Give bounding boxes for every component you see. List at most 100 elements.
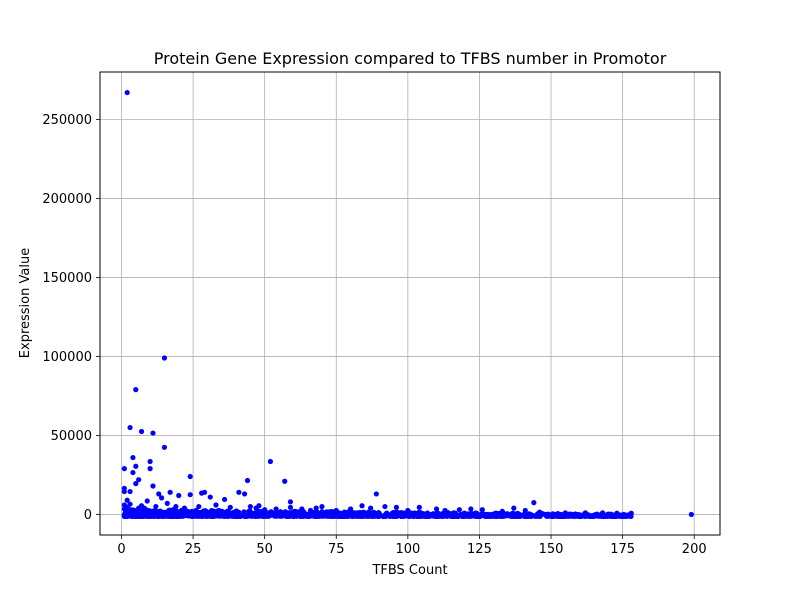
x-tick-label: 125 (467, 542, 492, 557)
chart-title: Protein Gene Expression compared to TFBS… (154, 49, 667, 68)
data-point (187, 492, 193, 498)
x-tick-label: 150 (539, 542, 564, 557)
data-point (150, 483, 156, 489)
data-point (130, 454, 136, 461)
data-point (361, 509, 367, 515)
data-point (307, 507, 314, 514)
data-point (416, 504, 422, 510)
data-point (229, 513, 235, 519)
data-point (614, 510, 620, 516)
data-point (213, 502, 219, 508)
data-point (492, 512, 498, 518)
data-point (405, 507, 411, 514)
data-point (133, 463, 139, 469)
data-point (121, 466, 127, 472)
data-point (273, 506, 279, 512)
data-point (432, 513, 438, 519)
data-point (319, 503, 325, 510)
data-point (138, 428, 145, 435)
data-point (424, 510, 431, 516)
data-point (147, 466, 153, 472)
data-point (393, 504, 399, 510)
data-point (287, 504, 294, 510)
data-point (196, 503, 202, 510)
data-point (472, 513, 479, 519)
data-point (282, 509, 288, 515)
data-point (368, 505, 374, 511)
data-point (204, 513, 210, 519)
data-point (582, 510, 589, 516)
data-point (164, 500, 170, 506)
data-point (382, 503, 388, 510)
x-tick-label: 0 (117, 542, 125, 557)
grid (100, 72, 720, 535)
data-point (161, 355, 168, 361)
data-point (439, 511, 445, 517)
data-point (562, 510, 568, 516)
data-point (124, 497, 130, 503)
data-point (176, 492, 182, 499)
data-point (574, 513, 580, 519)
data-point (521, 513, 527, 519)
data-point (282, 478, 288, 484)
data-point (130, 508, 136, 514)
data-point (251, 510, 257, 517)
x-tick-label: 175 (610, 542, 635, 557)
data-point (153, 503, 159, 510)
x-tick-label: 100 (395, 542, 420, 557)
data-point (267, 458, 273, 465)
data-point (224, 508, 231, 514)
data-point (127, 424, 133, 431)
x-axis-label: TFBS Count (371, 563, 447, 578)
data-point (484, 513, 491, 519)
data-point (237, 513, 243, 519)
data-point (136, 477, 142, 483)
data-point (130, 469, 136, 476)
data-point (618, 513, 624, 519)
x-tick-label: 50 (256, 542, 273, 557)
y-tick-label: 100000 (42, 350, 92, 365)
data-point (181, 505, 188, 511)
data-point (529, 512, 535, 518)
data-point (347, 506, 354, 512)
data-point (127, 488, 133, 495)
data-point (361, 513, 367, 519)
data-point (401, 513, 407, 519)
data-point (136, 505, 142, 511)
data-point (466, 513, 473, 519)
data-point (417, 510, 424, 516)
data-point (156, 491, 162, 497)
data-point (216, 513, 222, 519)
y-tick-label: 200000 (42, 192, 92, 207)
data-point (158, 495, 165, 501)
data-point (382, 513, 388, 519)
data-point (147, 458, 153, 465)
data-point (167, 510, 173, 516)
y-tick-label: 0 (84, 508, 92, 523)
plot-area-frame (99, 71, 721, 536)
data-point (157, 508, 163, 514)
y-tick-label: 150000 (42, 271, 92, 286)
data-point (253, 505, 259, 511)
data-point (351, 512, 357, 518)
data-point (187, 510, 193, 517)
data-point (127, 513, 133, 519)
data-point (556, 511, 563, 517)
data-point (259, 513, 265, 519)
data-point (511, 505, 517, 511)
data-point (325, 513, 331, 519)
data-point (150, 430, 156, 436)
data-point (688, 511, 694, 518)
data-point (456, 507, 462, 513)
data-point (170, 507, 176, 513)
data-point (599, 510, 606, 516)
data-point (433, 506, 440, 512)
data-point (221, 496, 228, 503)
data-point (394, 511, 400, 517)
data-point (224, 513, 230, 519)
data-point (150, 509, 156, 515)
data-point (181, 511, 187, 517)
data-point (167, 489, 173, 495)
